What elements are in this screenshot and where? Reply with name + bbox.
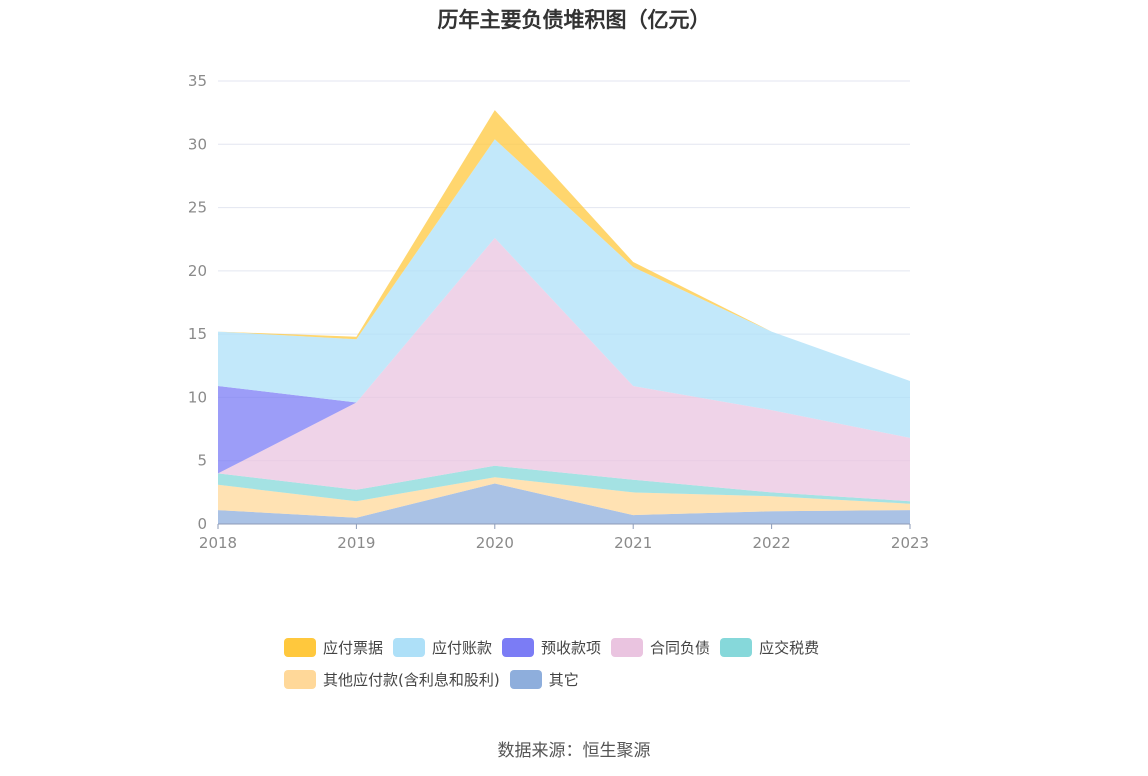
y-tick-label: 25 bbox=[188, 199, 207, 217]
legend-item[interactable]: 其他应付款(含利息和股利) bbox=[284, 668, 500, 690]
x-tick-label: 2022 bbox=[753, 534, 791, 552]
x-tick-label: 2021 bbox=[614, 534, 652, 552]
data-source-note: 数据来源：恒生聚源 bbox=[497, 741, 651, 761]
area-series-3 bbox=[218, 237, 910, 502]
legend-label: 应付票据 bbox=[323, 638, 384, 657]
legend-item[interactable]: 合同负债 bbox=[611, 636, 710, 658]
legend-item[interactable]: 应付账款 bbox=[393, 636, 492, 658]
legend-swatch bbox=[611, 637, 644, 657]
legend-item[interactable]: 其它 bbox=[509, 668, 579, 690]
legend-item[interactable]: 预收款项 bbox=[502, 636, 601, 658]
y-tick-label: 30 bbox=[188, 135, 207, 153]
area-series-1 bbox=[218, 477, 910, 518]
area-series-5 bbox=[218, 139, 910, 438]
legend-item[interactable]: 应交税费 bbox=[720, 636, 819, 658]
legend-swatch bbox=[720, 637, 753, 657]
legend: 应付票据 应付账款 预收款项 合同负债 应交税费其他应付款(含利息和股利) 其它 bbox=[284, 636, 904, 700]
legend-item[interactable]: 应付票据 bbox=[284, 636, 383, 658]
legend-label: 应交税费 bbox=[759, 638, 820, 657]
legend-swatch bbox=[284, 669, 316, 689]
legend-label: 其他应付款(含利息和股利) bbox=[323, 670, 500, 689]
legend-label: 合同负债 bbox=[650, 638, 711, 657]
stacked-areas bbox=[218, 110, 910, 524]
area-series-2 bbox=[218, 465, 910, 504]
legend-label: 预收款项 bbox=[541, 638, 602, 657]
y-tick-label: 10 bbox=[188, 388, 207, 406]
axes: 0 5 10 15 20 25 30 35 2018 2019 2020 2021 2022 2023 bbox=[188, 72, 929, 552]
legend-swatch bbox=[284, 637, 316, 657]
x-tick-label: 2018 bbox=[199, 534, 237, 552]
x-tick-label: 2023 bbox=[891, 534, 929, 552]
y-tick-label: 15 bbox=[188, 325, 207, 343]
x-tick-label: 2020 bbox=[476, 534, 514, 552]
legend-label: 应付账款 bbox=[432, 638, 493, 657]
legend-label: 其它 bbox=[548, 670, 579, 689]
legend-swatch bbox=[502, 637, 535, 657]
legend-swatch bbox=[509, 669, 542, 689]
chart-title: 历年主要负债堆积图（亿元） bbox=[437, 8, 711, 32]
x-tick-label: 2019 bbox=[337, 534, 375, 552]
y-tick-label: 20 bbox=[188, 262, 207, 280]
legend-swatch bbox=[393, 637, 426, 657]
area-series-0 bbox=[218, 483, 910, 524]
y-tick-label: 5 bbox=[197, 452, 207, 470]
y-tick-label: 0 bbox=[197, 515, 207, 533]
y-tick-label: 35 bbox=[188, 72, 207, 90]
chart-plot: 0 5 10 15 20 25 30 35 2018 2019 2020 2021 2022 2023 bbox=[188, 72, 929, 552]
